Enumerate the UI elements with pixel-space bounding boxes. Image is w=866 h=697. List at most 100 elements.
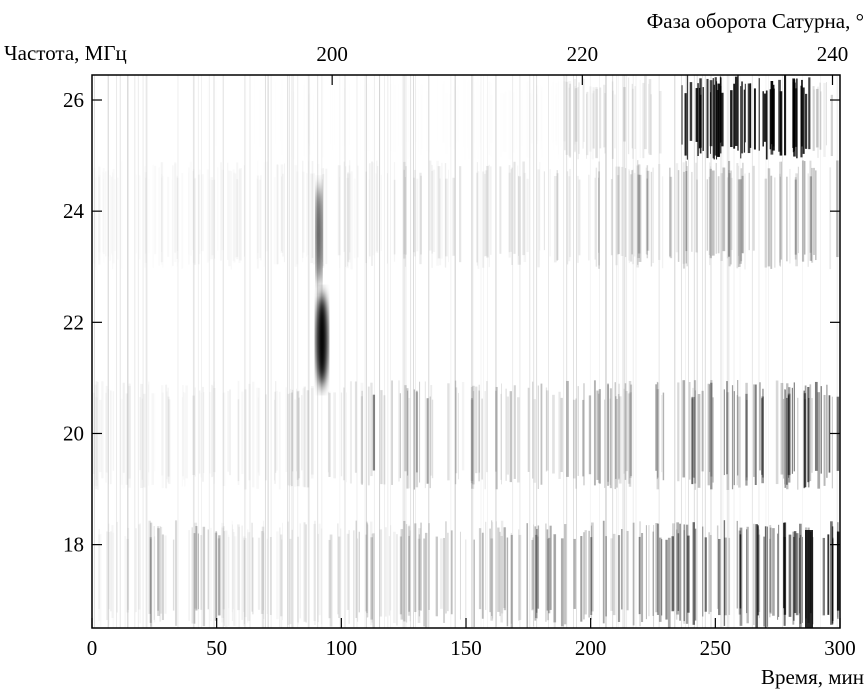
spectrum-stripe [324,84,325,147]
spectrum-stripe [504,92,506,152]
spectrum-line [270,75,272,628]
spectrum-stripe [837,530,839,618]
spectrum-stripe [452,177,455,256]
spectrum-stripe [809,160,812,253]
spectrum-stripe [656,523,660,615]
spectrum-stripe [812,86,815,151]
spectrum-stripe [489,82,491,155]
spectrum-stripe [809,176,812,261]
spectrum-stripe [738,165,740,256]
spectrum-stripe [457,392,459,480]
spectrum-stripe [645,167,647,255]
spectrum-stripe [726,381,728,475]
spectrum-stripe [811,398,813,473]
spectrum-stripe [588,174,590,261]
spectrum-stripe [509,391,512,483]
spectrum-stripe [677,170,680,262]
spectrum-stripe [823,82,826,157]
spectrum-line [471,75,473,628]
y-tick-label: 18 [63,533,84,557]
spectrum-stripe [631,83,633,149]
spectrum-stripe [189,81,191,156]
spectrum-stripe [279,392,281,490]
spectrum-stripe [398,84,399,147]
spectrum-stripe [592,93,594,159]
spectrum-stripe [109,390,112,485]
spectrum-line [704,75,706,628]
spectrum-stripe [262,520,265,611]
spectrum-stripe [98,529,100,609]
spectrum-stripe [238,526,241,628]
spectrum-stripe [652,167,654,264]
spectrum-stripe [709,162,711,266]
spectrum-stripe [254,76,255,144]
spectrum-stripe [823,394,826,486]
spectrum-stripe [478,528,482,610]
spectrum-stripe [510,169,512,252]
spectrum-line [739,75,741,628]
spectrum-line [365,75,367,628]
spectrum-stripe [627,77,630,155]
spectrum-stripe [710,380,713,477]
spectrum-stripe [424,532,428,628]
spectrum-stripe [100,534,102,627]
spectrum-stripe [546,529,549,611]
spectrum-line [599,75,600,628]
spectrum-stripe [500,520,504,614]
spectrum-stripe [722,167,726,252]
spectrum-stripe [322,168,325,266]
spectrum-stripe [646,178,648,255]
spectrum-line [684,75,686,628]
spectrum-stripe [260,175,262,260]
spectrum-stripe [473,539,475,627]
spectrum-stripe [419,172,422,265]
spectrum-stripe [532,381,534,479]
spectrum-stripe [465,539,467,619]
spectrum-stripe [804,399,807,488]
spectrum-stripe [428,523,430,610]
spectrum-line [512,75,514,628]
spectrum-stripe [677,382,680,482]
spectrum-stripe [401,78,402,146]
spectrum-stripe [693,380,697,484]
spectrum-stripe [477,171,479,269]
spectrum-stripe [160,526,163,614]
spectrum-line [536,75,538,628]
spectrum-stripe [247,76,250,151]
spectrum-stripe [692,522,695,625]
spectrum-line [378,75,380,628]
spectrum-stripe [778,524,780,617]
spectrum-stripe [140,383,143,489]
spectrum-stripe [105,171,107,256]
spectrum-stripe [282,522,284,620]
spectrum-stripe [403,161,406,259]
spectrum-stripe [618,396,622,484]
spectrum-stripe [631,169,635,265]
spectrum-line [675,75,676,628]
spectrum-stripe [140,77,141,145]
spectrum-stripe [302,388,305,487]
spectrum-stripe [403,520,406,622]
spectrum-stripe [717,176,720,254]
spectrum-stripe [611,81,614,160]
spectrum-stripe [556,173,559,260]
spectrum-stripe [194,522,198,609]
spectrum-stripe [472,391,475,489]
spectrum-stripe [718,538,721,616]
spectrum-stripe [404,385,407,472]
spectrum-line [480,75,482,628]
spectrum-stripe [708,176,710,256]
spectrum-stripe [420,522,422,611]
spectrum-stripe [784,388,786,485]
spectrum-stripe [624,168,627,258]
spectrum-stripe [150,522,153,627]
spectrum-stripe [121,94,123,159]
spectrum-line [405,75,407,628]
spectrum-stripe [727,160,731,257]
spectrum-stripe [237,399,240,482]
spectrum-stripe [428,160,432,251]
spectrum-stripe [398,380,400,482]
x-tick-label: 300 [824,636,856,660]
spectrum-stripe [692,396,696,478]
spectrum-stripe [337,523,339,615]
